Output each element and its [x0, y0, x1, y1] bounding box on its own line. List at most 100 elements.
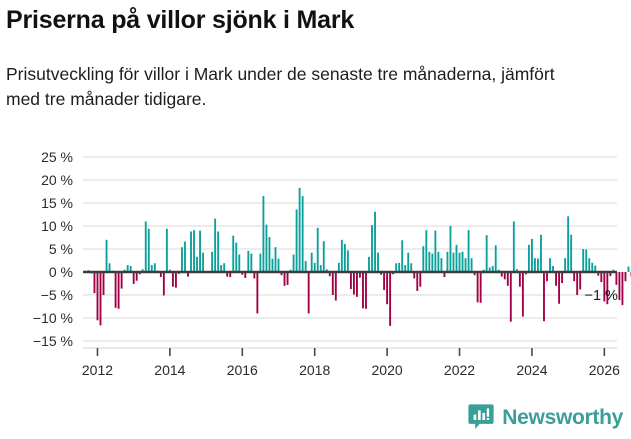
bar: [446, 251, 449, 272]
bar: [576, 272, 579, 295]
bar: [570, 234, 573, 272]
bar: [431, 253, 434, 272]
bar: [352, 272, 355, 295]
bar: [555, 272, 557, 286]
bar: [99, 272, 102, 326]
bar: [512, 221, 515, 272]
bar: [193, 230, 195, 272]
bar: [603, 272, 606, 302]
bar: [256, 272, 259, 314]
y-tick-label: −10 %: [33, 310, 73, 326]
bar: [534, 258, 536, 272]
bar: [401, 240, 404, 272]
bar: [265, 224, 268, 272]
bar: [244, 272, 247, 278]
page-subtitle: Prisutveckling för villor i Mark under d…: [6, 64, 555, 110]
bar: [238, 254, 241, 272]
bar: [190, 231, 192, 272]
bar: [229, 272, 232, 278]
bar: [226, 272, 229, 277]
bar: [473, 272, 476, 276]
bar: [440, 258, 443, 272]
bar: [398, 262, 401, 272]
bar: [274, 247, 277, 272]
bar: [247, 250, 250, 272]
bar: [93, 272, 96, 294]
x-axis-labels: 2012 2014 2016 2018 2020 2022 2024 2026: [82, 362, 620, 378]
bar: [120, 272, 123, 289]
bar: [129, 266, 132, 272]
x-tick-label: 2024: [516, 362, 547, 378]
bar: [171, 272, 174, 287]
bar: [102, 272, 105, 295]
bar: [621, 272, 624, 306]
bar: [443, 272, 446, 278]
bar: [301, 196, 304, 272]
logo-wordmark: Newsworthy: [502, 405, 623, 429]
bar: [600, 272, 603, 283]
bar: [340, 239, 343, 272]
bar: [452, 252, 455, 272]
bar: [132, 272, 135, 284]
bar: [527, 244, 530, 272]
bar: [184, 241, 186, 272]
bar: [467, 230, 470, 272]
bar: [371, 225, 373, 272]
bar: [187, 272, 189, 277]
bar: [419, 272, 422, 287]
bar: [582, 249, 585, 272]
bar: [292, 254, 295, 272]
bar: [126, 265, 129, 272]
bar: [153, 263, 156, 272]
bar: [241, 272, 244, 275]
y-tick-label: −5 %: [41, 287, 73, 303]
bar: [428, 251, 431, 272]
bar: [488, 267, 491, 272]
bar: [359, 272, 361, 278]
bar: [558, 272, 561, 304]
bar: [410, 263, 413, 272]
newsworthy-logo[interactable]: Newsworthy: [467, 403, 623, 431]
bar: [223, 263, 226, 272]
bar: [295, 209, 298, 272]
bar: [615, 272, 618, 285]
bar: [343, 243, 346, 272]
bar: [196, 256, 198, 272]
bar: [521, 272, 524, 317]
bar: [199, 230, 201, 272]
x-tick-label: 2026: [589, 362, 620, 378]
bar: [591, 262, 594, 272]
bar: [217, 231, 220, 272]
bar: [404, 265, 407, 272]
bar: [298, 187, 301, 272]
y-axis-labels: 25 % 20 % 15 % 10 % 5 % 0 % −5 % −10 % −15 %: [33, 149, 73, 349]
bar: [325, 269, 328, 272]
bar: [407, 252, 410, 272]
bar: [147, 228, 150, 272]
bar: [135, 272, 138, 281]
bar: [549, 258, 551, 272]
bar: [159, 272, 162, 278]
bar: [346, 250, 349, 272]
bar: [503, 272, 506, 280]
y-tick-label: 10 %: [41, 218, 73, 234]
bar: [108, 263, 111, 272]
y-tick-label: 15 %: [41, 195, 73, 211]
bar: [437, 251, 440, 272]
bar: [286, 272, 289, 285]
bar: [455, 244, 458, 272]
bar: [500, 272, 503, 277]
bar: [214, 218, 217, 272]
bar: [494, 245, 497, 272]
bar: [377, 252, 379, 272]
bar: [540, 234, 542, 272]
bar: [162, 272, 165, 296]
bar: [461, 251, 464, 272]
bar: [322, 241, 325, 272]
bar: [585, 249, 588, 272]
bar: [141, 269, 144, 272]
bar: [262, 196, 265, 272]
page-title: Priserna på villor sjönk i Mark: [6, 6, 355, 34]
bar: [515, 269, 518, 272]
bar: [283, 272, 286, 286]
